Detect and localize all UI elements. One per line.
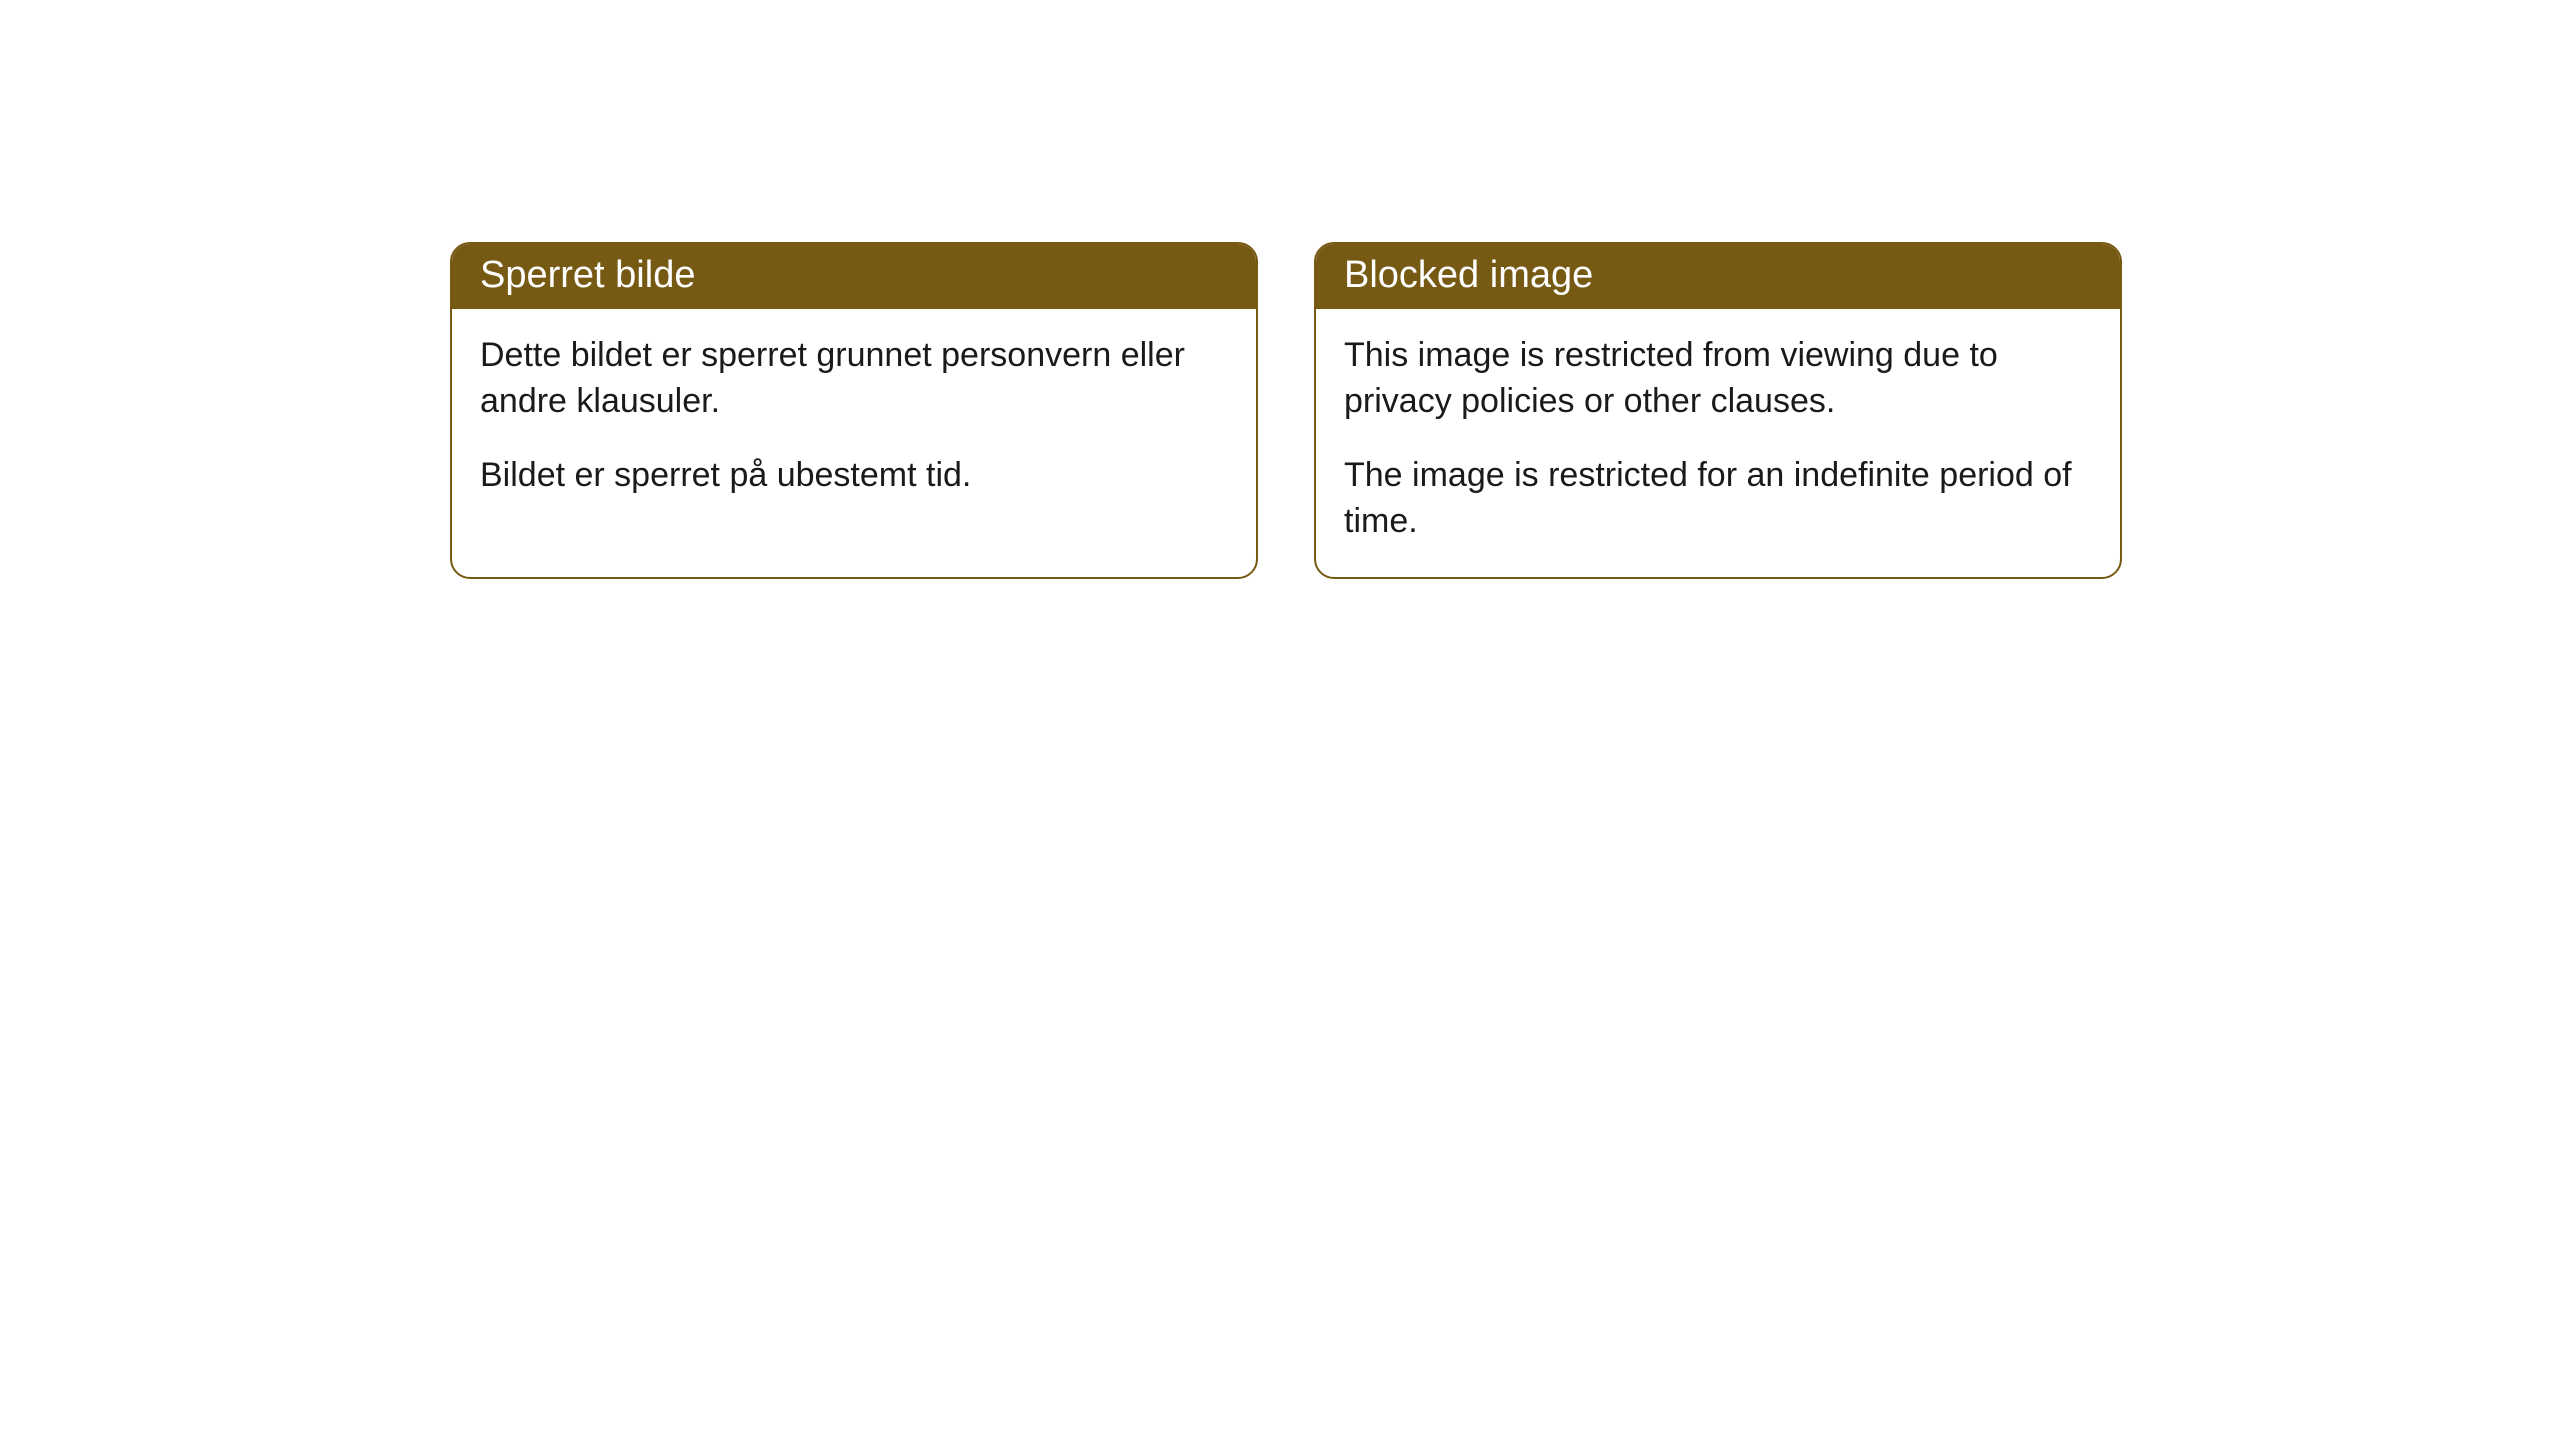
notice-container: Sperret bilde Dette bildet er sperret gr… xyxy=(0,0,2560,579)
notice-text-line-2: The image is restricted for an indefinit… xyxy=(1344,453,2092,545)
notice-text-line-1: Dette bildet er sperret grunnet personve… xyxy=(480,333,1228,425)
notice-card-english: Blocked image This image is restricted f… xyxy=(1314,242,2122,579)
notice-text-line-2: Bildet er sperret på ubestemt tid. xyxy=(480,453,1228,499)
notice-body: Dette bildet er sperret grunnet personve… xyxy=(452,309,1256,531)
notice-text-line-1: This image is restricted from viewing du… xyxy=(1344,333,2092,425)
notice-header: Blocked image xyxy=(1316,244,2120,309)
notice-body: This image is restricted from viewing du… xyxy=(1316,309,2120,577)
notice-header: Sperret bilde xyxy=(452,244,1256,309)
notice-card-norwegian: Sperret bilde Dette bildet er sperret gr… xyxy=(450,242,1258,579)
